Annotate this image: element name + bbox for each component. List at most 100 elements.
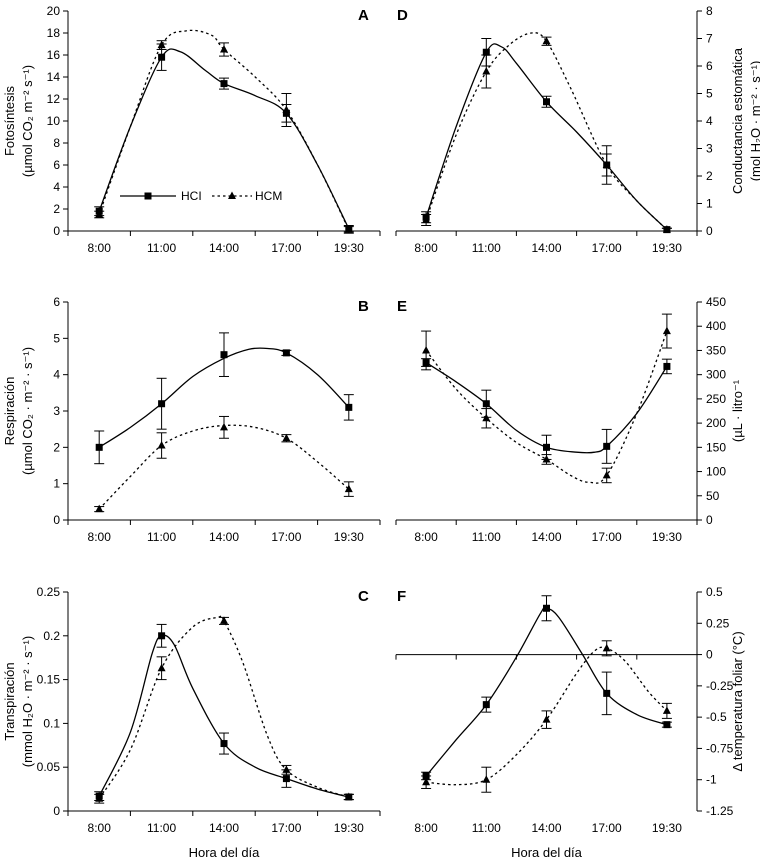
data-point-triangle (662, 706, 671, 714)
y-axis-label: (µmol CO₂ m⁻² s⁻¹) (20, 65, 35, 177)
y-tick-label: 350 (706, 343, 726, 357)
y-tick-label: 0 (53, 224, 60, 238)
y-tick-label: 0 (53, 513, 60, 527)
series-hcm (421, 640, 672, 793)
x-tick-label: 11:00 (147, 241, 176, 255)
data-point-square (158, 400, 166, 408)
y-tick-label: 3 (53, 404, 60, 418)
y-tick-label: 0.25 (706, 616, 730, 630)
y-tick-label: 0.1 (43, 716, 60, 730)
y-axis-label: Respiración (2, 377, 17, 446)
legend: HCI HCM (120, 189, 282, 203)
x-tick-label: 14:00 (531, 241, 561, 255)
legend-marker-triangle (228, 191, 236, 199)
series-line (98, 29, 350, 231)
y-tick-label: 4 (53, 180, 60, 194)
data-point-triangle (662, 225, 671, 233)
y-tick-label: 0.25 (37, 585, 61, 599)
data-point-square (663, 362, 671, 370)
data-point-triangle (95, 210, 104, 218)
data-point-triangle (344, 484, 353, 493)
y-tick-label: -0.5 (706, 710, 727, 724)
data-point-square (220, 740, 228, 748)
series-line (425, 330, 668, 484)
y-tick-label: 0 (706, 224, 713, 238)
data-point-triangle (542, 36, 551, 45)
x-tick-label: 8:00 (414, 821, 438, 835)
x-tick-label: 8:00 (88, 821, 112, 835)
data-point-square (482, 701, 490, 709)
data-point-square (603, 689, 611, 697)
data-point-triangle (220, 45, 228, 53)
series-hcm (421, 313, 672, 484)
panel-c: 0 0.05 0.1 0.15 0.2 0.25 8:00 11:00 14:00 17:00 19… (2, 585, 381, 860)
data-point-triangle (157, 40, 166, 49)
series-hcm (94, 29, 354, 234)
y-tick-label: 2 (706, 169, 713, 183)
series-hcm (94, 415, 354, 513)
series-line (425, 606, 668, 777)
y-tick-label: 16 (47, 48, 61, 62)
panel-f: -1.25 -1 -0.75 -0.5 -0.25 0 0.25 0.5 8:00 11:00 14… (395, 585, 745, 860)
y-tick-label: -0.25 (706, 679, 734, 693)
y-tick-label: 150 (706, 440, 726, 454)
y-tick-label: 1 (53, 477, 60, 491)
data-point-triangle (282, 765, 291, 773)
y-tick-label: 0 (706, 513, 713, 527)
panel-letter: B (358, 298, 369, 315)
y-axis-label: (µmol CO₂ · m⁻² · s⁻¹) (20, 347, 35, 475)
x-tick-label: 14:00 (209, 241, 239, 255)
data-point-square (543, 98, 550, 106)
y-tick-label: 7 (706, 32, 713, 46)
x-tick-label: 19:30 (652, 821, 682, 835)
series-hci (421, 358, 672, 464)
panel-e: 0 50 100 150 200 250 300 350 400 450 8:00 11:00 14:0… (395, 295, 745, 544)
panel-letter: E (397, 298, 407, 315)
data-point-triangle (282, 433, 291, 442)
data-point-square (543, 604, 550, 612)
series-line (98, 615, 349, 800)
y-tick-label: 0.5 (706, 585, 723, 599)
y-tick-label: 8 (53, 136, 60, 150)
y-axis-label: (µL · litro⁻¹ (730, 379, 745, 442)
x-tick-label: 19:30 (334, 530, 364, 544)
x-tick-label: 19:30 (652, 241, 682, 255)
y-axis-label: Δ temperatura foliar (°C) (730, 631, 745, 771)
x-tick-label: 14:00 (531, 821, 561, 835)
data-point-triangle (422, 215, 431, 223)
x-tick-label: 11:00 (472, 821, 501, 835)
panel-letter: D (397, 7, 408, 24)
series-hci (94, 43, 354, 233)
series-line (98, 347, 350, 448)
x-tick-label: 19:30 (652, 530, 682, 544)
x-tick-label: 17:00 (271, 821, 301, 835)
panel-d: 0 1 2 3 4 5 6 7 8 8:00 11:00 14:00 17:00 19:30 D Conduc… (395, 4, 760, 255)
data-point-square (482, 48, 490, 56)
series-hci (421, 595, 672, 781)
x-axis-title: Hora del día (511, 845, 583, 860)
y-axis-label: Fotosíntesis (2, 85, 17, 156)
data-point-square (220, 80, 228, 88)
y-tick-label: 0.2 (43, 629, 60, 643)
data-point-square (663, 721, 671, 729)
data-point-square (158, 53, 166, 61)
y-axis-label: (mol H₂O · m⁻² · s⁻¹) (748, 61, 760, 182)
data-point-triangle (542, 715, 551, 723)
y-tick-label: 50 (706, 489, 720, 503)
data-point-triangle (602, 643, 611, 652)
data-point-triangle (157, 441, 166, 449)
x-tick-label: 11:00 (147, 821, 176, 835)
data-point-square (543, 443, 550, 451)
y-tick-label: -1.25 (706, 804, 734, 818)
y-tick-label: 0.15 (37, 673, 61, 687)
data-point-square (95, 443, 103, 451)
y-tick-label: 5 (53, 331, 60, 345)
x-tick-label: 14:00 (209, 530, 239, 544)
x-tick-label: 17:00 (271, 241, 301, 255)
x-tick-label: 8:00 (88, 241, 112, 255)
y-tick-label: 20 (47, 4, 61, 18)
x-tick-label: 8:00 (414, 530, 438, 544)
series-line (98, 48, 350, 230)
data-point-square (345, 403, 353, 411)
